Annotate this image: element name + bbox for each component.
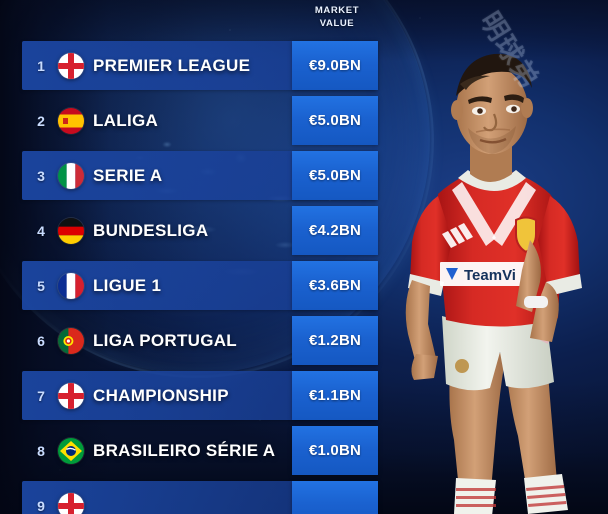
market-value-cell: €1.0BN bbox=[292, 426, 378, 475]
market-value-text: €1.2BN bbox=[308, 332, 362, 349]
table-row[interactable]: 4 BUNDESLIGA €4.2BN bbox=[0, 203, 400, 258]
flag-icon-germany bbox=[58, 218, 84, 244]
rank-number: 5 bbox=[37, 277, 45, 294]
market-value-cell: €9.0BN bbox=[292, 41, 378, 90]
league-name: PREMIER LEAGUE bbox=[93, 55, 251, 75]
market-value-header-line1: MARKET bbox=[314, 5, 360, 16]
market-value-header: MARKET VALUE bbox=[295, 4, 379, 30]
league-name bbox=[93, 478, 300, 514]
market-value-cell: €5.0BN bbox=[292, 151, 378, 200]
league-name: BUNDESLIGA bbox=[93, 220, 209, 240]
league-name: LIGA PORTUGAL bbox=[93, 330, 237, 350]
market-value-text: €4.2BN bbox=[308, 222, 362, 239]
table-row[interactable]: 3 SERIE A €5.0BN bbox=[0, 148, 400, 203]
rank-number: 3 bbox=[37, 167, 45, 184]
market-value-text: €1.1BN bbox=[308, 387, 362, 404]
flag-icon-brazil bbox=[58, 438, 84, 464]
table-row[interactable]: 7 CHAMPIONSHIP €1.1BN bbox=[0, 368, 400, 423]
flag-icon-italy bbox=[58, 163, 84, 189]
league-name: LIGUE 1 bbox=[93, 275, 162, 295]
market-value-cell: €5.0BN bbox=[292, 96, 378, 145]
table-row[interactable]: 1 PREMIER LEAGUE €9.0BN bbox=[0, 38, 400, 93]
rank-number: 6 bbox=[37, 332, 45, 349]
league-name: LALIGA bbox=[93, 110, 159, 130]
league-name: CHAMPIONSHIP bbox=[93, 385, 229, 405]
flag-icon-portugal bbox=[58, 328, 84, 354]
flag-icon-england bbox=[58, 383, 84, 409]
market-value-cell: €1.2BN bbox=[292, 316, 378, 365]
market-value-cell bbox=[292, 481, 378, 514]
table-row[interactable]: 5 LIGUE 1 €3.6BN bbox=[0, 258, 400, 313]
market-value-text: €5.0BN bbox=[308, 167, 362, 184]
flag-icon-spain bbox=[58, 108, 84, 134]
flag-icon-france bbox=[58, 273, 84, 299]
flag-icon-hidden bbox=[58, 493, 84, 514]
league-ranking-table: 1 PREMIER LEAGUE €9.0BN 2 LALIGA €5.0BN 3 SERIE… bbox=[0, 38, 400, 514]
market-value-cell: €1.1BN bbox=[292, 371, 378, 420]
market-value-cell: €4.2BN bbox=[292, 206, 378, 255]
player-photo: TeamVi bbox=[364, 44, 608, 514]
table-row[interactable]: 9 bbox=[0, 478, 400, 514]
market-value-text: €5.0BN bbox=[308, 112, 362, 129]
rank-number: 9 bbox=[37, 497, 45, 514]
rank-number: 2 bbox=[37, 112, 45, 129]
table-row[interactable]: 6 LIGA PORTUGAL €1.2BN bbox=[0, 313, 400, 368]
flag-icon-england bbox=[58, 53, 84, 79]
market-value-header-line2: VALUE bbox=[319, 18, 355, 29]
rank-number: 7 bbox=[37, 387, 45, 404]
svg-text:TeamVi: TeamVi bbox=[464, 267, 516, 284]
league-name: BRASILEIRO SÉRIE A bbox=[93, 440, 276, 460]
league-name: SERIE A bbox=[93, 165, 163, 185]
rank-number: 4 bbox=[37, 222, 45, 239]
table-row[interactable]: 8 BRASILEIRO SÉRIE A €1.0BN bbox=[0, 423, 400, 478]
market-value-cell: €3.6BN bbox=[292, 261, 378, 310]
market-value-text: €9.0BN bbox=[308, 57, 362, 74]
rank-number: 1 bbox=[37, 57, 45, 74]
market-value-text: €1.0BN bbox=[308, 442, 362, 459]
rank-number: 8 bbox=[37, 442, 45, 459]
market-value-text: €3.6BN bbox=[308, 277, 362, 294]
table-row[interactable]: 2 LALIGA €5.0BN bbox=[0, 93, 400, 148]
